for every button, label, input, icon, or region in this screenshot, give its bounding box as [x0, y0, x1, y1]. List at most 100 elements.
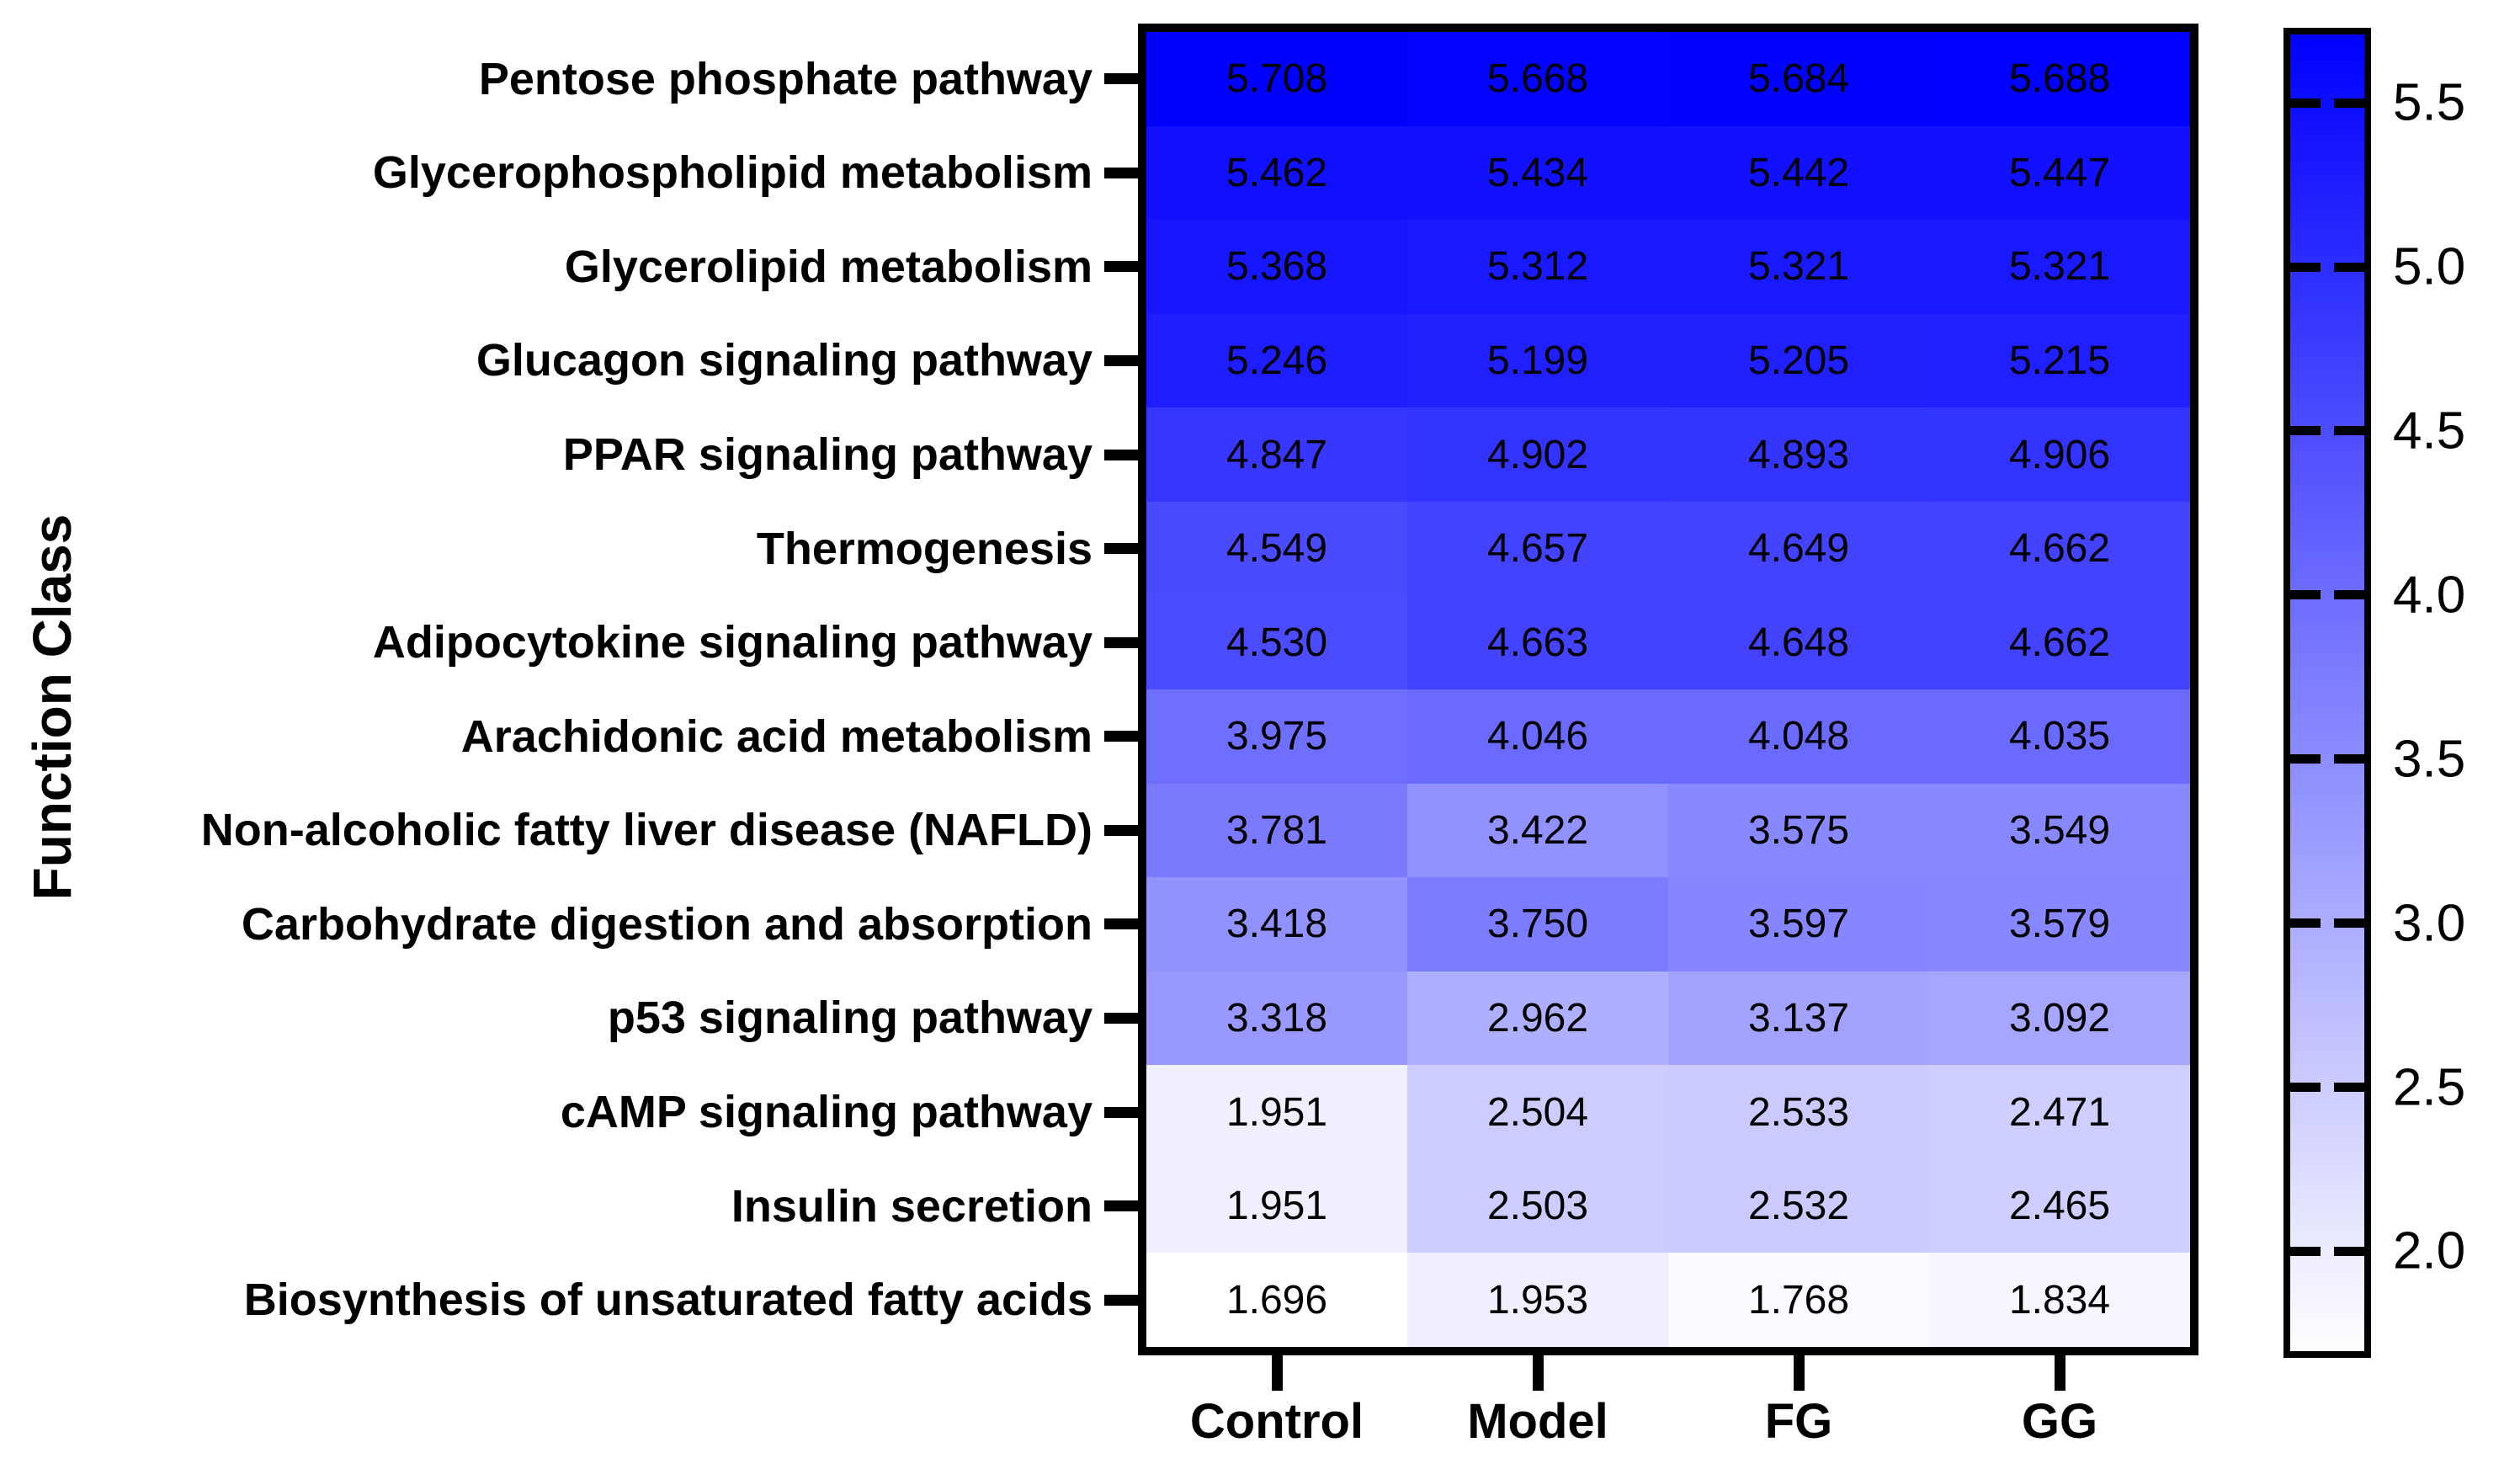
cell-value: 3.422: [1486, 807, 1589, 853]
cell-value: 5.321: [1747, 244, 1850, 290]
row-label: Insulin secretion: [731, 1180, 1093, 1232]
heatmap-cell: 2.471: [1929, 1065, 2190, 1159]
row-label: Glucagon signaling pathway: [476, 335, 1093, 386]
heatmap-cell: 4.663: [1407, 595, 1668, 689]
colorbar-tick: [2334, 918, 2364, 929]
cell-value: 5.246: [1225, 338, 1328, 383]
cell-value: 3.597: [1747, 902, 1850, 947]
heatmap-cell: 4.662: [1929, 595, 2190, 689]
colorbar-tick-label: 3.5: [2393, 730, 2466, 789]
heatmap-cell: 1.696: [1146, 1253, 1407, 1347]
colorbar-tick-label: 3.0: [2393, 894, 2466, 953]
heatmap-cell: 3.750: [1407, 877, 1668, 971]
cell-value: 2.471: [2008, 1089, 2111, 1135]
row-label: Carbohydrate digestion and absorption: [241, 898, 1093, 950]
colorbar-tick-label: 5.5: [2393, 73, 2466, 132]
y-axis-tick: [1104, 1106, 1138, 1118]
heatmap-cell: 5.434: [1407, 125, 1668, 221]
heatmap-cell: 1.953: [1407, 1253, 1668, 1347]
heatmap-cell: 4.530: [1146, 595, 1407, 689]
row-label: Biosynthesis of unsaturated fatty acids: [243, 1275, 1093, 1326]
cell-value: 3.137: [1747, 995, 1850, 1041]
heatmap-cell: 4.648: [1668, 595, 1929, 689]
cell-value: 3.579: [2008, 902, 2111, 947]
y-axis-tick: [1104, 1294, 1138, 1306]
cell-value: 4.046: [1486, 714, 1589, 759]
x-axis-tick: [1532, 1355, 1544, 1391]
heatmap-cell: 2.962: [1407, 971, 1668, 1066]
cell-value: 5.462: [1225, 150, 1328, 195]
heatmap-cell: 1.951: [1146, 1158, 1407, 1253]
heatmap-cell: 4.902: [1407, 407, 1668, 502]
heatmap-cell: 3.781: [1146, 783, 1407, 878]
cell-value: 3.781: [1225, 807, 1328, 853]
cell-value: 5.688: [2008, 56, 2111, 102]
heatmap-cell: 4.035: [1929, 689, 2190, 784]
column-labels: Control Model FG GG: [1146, 1387, 2190, 1455]
y-axis-tick: [1104, 918, 1138, 930]
cell-value: 4.663: [1486, 620, 1589, 665]
heatmap-cell: 3.092: [1929, 971, 2190, 1066]
colorbar-tick: [2334, 426, 2364, 436]
cell-value: 5.442: [1747, 150, 1850, 195]
row-label: Thermogenesis: [756, 523, 1093, 574]
y-axis-tick: [1104, 1013, 1138, 1024]
column-label: FG: [1764, 1393, 1833, 1449]
colorbar-tick: [2334, 262, 2364, 272]
heatmap-cell: 2.503: [1407, 1158, 1668, 1253]
heatmap-cell: 3.422: [1407, 783, 1668, 878]
y-axis-tick: [1104, 449, 1138, 460]
heatmap-cell: 4.906: [1929, 407, 2190, 502]
heatmap-cell: 3.318: [1146, 971, 1407, 1066]
cell-value: 1.768: [1747, 1277, 1850, 1323]
row-label: Glycerolipid metabolism: [564, 241, 1093, 292]
cell-value: 1.951: [1225, 1184, 1328, 1229]
cell-value: 5.434: [1486, 150, 1589, 195]
column-label: Model: [1467, 1393, 1608, 1449]
heatmap-cell: 3.137: [1668, 971, 1929, 1066]
cell-value: 2.532: [1747, 1184, 1850, 1229]
heatmap-cell: 3.549: [1929, 783, 2190, 878]
colorbar-tick: [2334, 590, 2364, 600]
heatmap-cell: 2.532: [1668, 1158, 1929, 1253]
colorbar-tick-label: 2.5: [2393, 1058, 2466, 1117]
heatmap-cell: 5.199: [1407, 313, 1668, 408]
cell-value: 5.668: [1486, 56, 1589, 102]
colorbar-tick: [2290, 426, 2321, 436]
row-labels: Pentose phosphate pathway Glycerophosphol…: [0, 32, 1096, 1347]
row-label: Adipocytokine signaling pathway: [372, 617, 1093, 668]
cell-value: 4.906: [2008, 432, 2111, 477]
heatmap-cell: 1.768: [1668, 1253, 1929, 1347]
heatmap-cell: 5.215: [1929, 313, 2190, 408]
cell-value: 3.575: [1747, 807, 1850, 853]
cell-value: 3.750: [1486, 902, 1589, 947]
colorbar-tick: [2334, 1083, 2364, 1093]
heatmap-cell: 4.649: [1668, 501, 1929, 596]
colorbar-tick-label: 4.0: [2393, 566, 2466, 625]
heatmap-cell: 4.048: [1668, 689, 1929, 784]
heatmap-cell: 5.688: [1929, 32, 2190, 126]
cell-value: 2.962: [1486, 995, 1589, 1041]
cell-value: 4.847: [1225, 432, 1328, 477]
row-label: PPAR signaling pathway: [562, 429, 1093, 481]
cell-value: 3.418: [1225, 902, 1328, 947]
heatmap-cell: 2.504: [1407, 1065, 1668, 1159]
colorbar-tick: [2290, 98, 2321, 108]
cell-value: 2.465: [2008, 1184, 2111, 1229]
heatmap-cell: 2.533: [1668, 1065, 1929, 1159]
cell-value: 4.035: [2008, 714, 2111, 759]
heatmap-cell: 2.465: [1929, 1158, 2190, 1253]
cell-value: 5.312: [1486, 244, 1589, 290]
cell-value: 1.834: [2008, 1277, 2111, 1323]
cell-value: 2.533: [1747, 1089, 1850, 1135]
heatmap-cell: 5.205: [1668, 313, 1929, 408]
heatmap-cell: 1.951: [1146, 1065, 1407, 1159]
cell-value: 1.951: [1225, 1089, 1328, 1135]
heatmap-cell: 5.246: [1146, 313, 1407, 408]
heatmap-cell: 5.442: [1668, 125, 1929, 221]
y-axis-tick: [1104, 636, 1138, 648]
colorbar-tick: [2290, 1083, 2321, 1093]
heatmap-cell: 3.575: [1668, 783, 1929, 878]
heatmap-cell: 3.418: [1146, 877, 1407, 971]
